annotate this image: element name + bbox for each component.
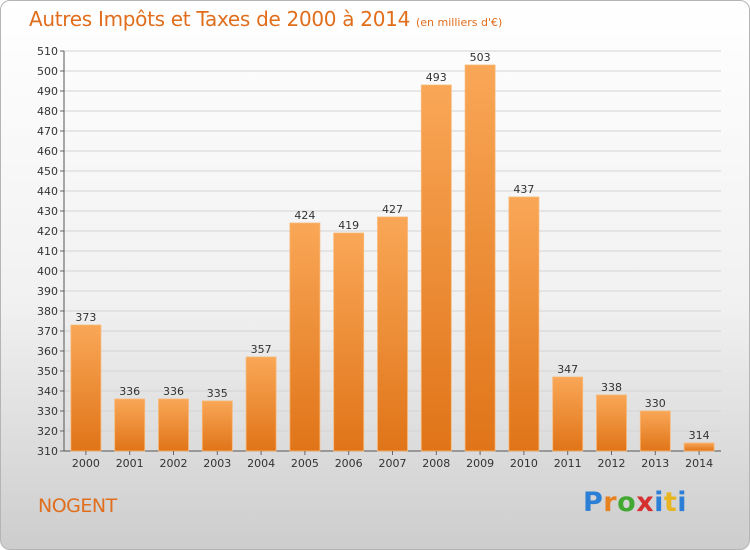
bar-2011 <box>552 376 584 452</box>
proxiti-logo: Proxiti <box>583 487 688 518</box>
ytick-label-380: 380 <box>37 305 58 318</box>
y-tick-labels: 310 320 330 340 350 360 370 380 390 400 410 420 430 4… <box>37 45 58 458</box>
data-label-2007: 427 <box>382 203 403 216</box>
ytick-label-480: 480 <box>37 105 58 118</box>
ytick-label-430: 430 <box>37 205 58 218</box>
ytick-label-340: 340 <box>37 385 58 398</box>
xtick-label-2000: 2000 <box>72 457 100 470</box>
ytick-label-470: 470 <box>37 125 58 138</box>
x-tick-labels: 2000 2001 2002 2003 2004 2005 2006 2007 2008 2009… <box>72 451 713 470</box>
data-label-2004: 357 <box>251 343 272 356</box>
ytick-label-320: 320 <box>37 425 58 438</box>
bar-2010 <box>508 196 540 452</box>
ytick-label-370: 370 <box>37 325 58 338</box>
ytick-label-310: 310 <box>37 445 58 458</box>
bar-2007 <box>377 216 408 452</box>
chart-title-text: Autres Impôts et Taxes de 2000 à 2014 <box>29 7 410 31</box>
bar-2005 <box>289 222 321 452</box>
xtick-label-2009: 2009 <box>466 457 494 470</box>
xtick-label-2005: 2005 <box>291 457 319 470</box>
ytick-label-400: 400 <box>37 265 58 278</box>
xtick-label-2002: 2002 <box>160 457 188 470</box>
xtick-label-2014: 2014 <box>685 457 713 470</box>
bar-2006 <box>333 232 365 452</box>
ytick-label-460: 460 <box>37 145 58 158</box>
xtick-label-2003: 2003 <box>203 457 231 470</box>
data-label-2002: 336 <box>163 385 184 398</box>
data-label-2009: 503 <box>470 51 491 64</box>
ytick-label-390: 390 <box>37 285 58 298</box>
xtick-label-2013: 2013 <box>641 457 669 470</box>
xtick-label-2006: 2006 <box>335 457 363 470</box>
bar-chart: 310 320 330 340 350 360 370 380 390 400 410 420 430 4… <box>37 45 721 470</box>
data-label-2012: 338 <box>601 381 622 394</box>
ytick-label-330: 330 <box>37 405 58 418</box>
ytick-label-490: 490 <box>37 85 58 98</box>
ytick-label-420: 420 <box>37 225 58 238</box>
ytick-label-350: 350 <box>37 365 58 378</box>
data-label-2006: 419 <box>338 219 359 232</box>
data-label-2000: 373 <box>75 311 96 324</box>
data-labels: 373 336 336 335 357 424 419 427 493 503 437 347 338 3… <box>75 51 709 442</box>
ytick-label-360: 360 <box>37 345 58 358</box>
ytick-label-500: 500 <box>37 65 58 78</box>
data-label-2011: 347 <box>557 363 578 376</box>
bar-2009 <box>464 64 496 452</box>
bar-2013 <box>639 410 671 452</box>
bar-2002 <box>158 398 189 452</box>
data-label-2014: 314 <box>689 429 710 442</box>
place-name: NOGENT <box>38 495 117 517</box>
bar-2014 <box>683 442 715 452</box>
ytick-label-410: 410 <box>37 245 58 258</box>
xtick-label-2001: 2001 <box>116 457 144 470</box>
bar-2012 <box>596 394 627 452</box>
chart-title: Autres Impôts et Taxes de 2000 à 2014 (en… <box>29 7 502 31</box>
bar-2004 <box>245 356 277 452</box>
xtick-label-2011: 2011 <box>554 457 582 470</box>
xtick-label-2008: 2008 <box>422 457 450 470</box>
ytick-label-510: 510 <box>37 45 58 58</box>
xtick-label-2004: 2004 <box>247 457 275 470</box>
bar-2000 <box>70 324 102 452</box>
data-label-2005: 424 <box>294 209 315 222</box>
chart-subtitle: (en milliers d'€) <box>416 16 503 29</box>
data-label-2013: 330 <box>645 397 666 410</box>
bar-2003 <box>201 400 233 452</box>
ytick-label-440: 440 <box>37 185 58 198</box>
data-label-2003: 335 <box>207 387 228 400</box>
data-label-2010: 437 <box>513 183 534 196</box>
data-label-2001: 336 <box>119 385 140 398</box>
xtick-label-2012: 2012 <box>598 457 626 470</box>
bar-2008 <box>420 84 452 452</box>
data-label-2008: 493 <box>426 71 447 84</box>
xtick-label-2007: 2007 <box>379 457 407 470</box>
bar-2001 <box>114 398 146 452</box>
xtick-label-2010: 2010 <box>510 457 538 470</box>
ytick-label-450: 450 <box>37 165 58 178</box>
